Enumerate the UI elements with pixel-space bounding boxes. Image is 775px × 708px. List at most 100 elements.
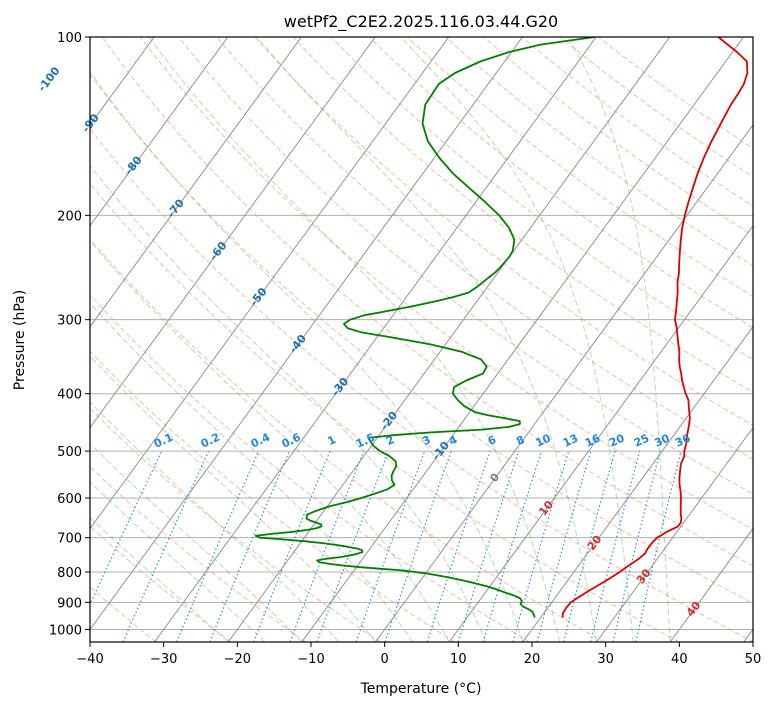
- dry-adiabat: [90, 294, 530, 642]
- mixing-ratio-label: 20: [607, 431, 627, 449]
- mixing-ratio-line: [635, 450, 682, 642]
- mixing-ratio-label: 13: [561, 432, 580, 450]
- isotherm-line: [90, 37, 450, 530]
- mixing-ratio-line: [289, 450, 365, 642]
- chart-title: wetPf2_C2E2.2025.116.03.44.G20: [284, 12, 558, 32]
- moist-adiabats: [90, 37, 671, 642]
- x-axis: −40 −30 −20 −10 0 10 20 30 40 50: [76, 642, 761, 667]
- isotherm-label: -60: [207, 239, 230, 263]
- mixing-ratio-line: [512, 450, 570, 642]
- x-tick-label: 20: [524, 652, 541, 667]
- x-tick-label: −20: [224, 652, 251, 667]
- moist-adiabat: [90, 70, 524, 642]
- dry-adiabat: [90, 407, 381, 642]
- x-tick-label: −40: [76, 652, 103, 667]
- y-tick-label: 600: [57, 492, 82, 507]
- mixing-ratio-line: [590, 450, 641, 642]
- moist-adiabat: [90, 481, 266, 642]
- isotherm-label: -30: [329, 375, 352, 399]
- y-tick-label: 300: [57, 314, 82, 329]
- mixing-ratio-label: 36: [673, 431, 693, 449]
- isotherm-line: [90, 37, 302, 328]
- moist-adiabat: [148, 37, 561, 642]
- isotherm-line: [0, 37, 7, 642]
- moist-adiabat: [90, 164, 487, 642]
- mixing-ratio-line: [536, 450, 592, 642]
- mixing-ratio-label: 30: [652, 431, 672, 449]
- x-tick-label: 10: [450, 652, 467, 667]
- isotherm-label: 0: [487, 470, 502, 484]
- mixing-ratio-label: 1: [326, 433, 338, 448]
- mixing-ratio-label: 6: [486, 433, 499, 448]
- moist-adiabat: [400, 37, 634, 642]
- isotherm-line: [448, 225, 753, 642]
- moist-adiabat: [90, 401, 340, 642]
- isotherm-label: -70: [164, 196, 187, 220]
- x-tick-label: 40: [671, 652, 688, 667]
- dry-adiabat: [216, 37, 753, 460]
- y-tick-label: 500: [57, 445, 82, 460]
- isotherm-label: -50: [247, 285, 270, 309]
- isotherm-label: 30: [634, 566, 654, 586]
- isotherm-label: -90: [79, 111, 102, 135]
- mixing-ratio-line: [384, 450, 452, 642]
- mixing-ratio-line: [457, 450, 520, 642]
- isotherm-label: -20: [378, 409, 401, 433]
- moist-adiabat: [567, 37, 671, 642]
- moist-adiabat: [256, 37, 597, 642]
- mixing-ratio-line: [209, 450, 290, 642]
- dry-adiabat: [597, 37, 753, 149]
- mixing-ratio-line: [90, 450, 163, 606]
- isotherm-line: [154, 37, 597, 642]
- isotherm-label: 10: [536, 498, 556, 518]
- dry-adiabat: [90, 466, 306, 642]
- mixing-ratio-line: [426, 450, 491, 642]
- dry-adiabat: [483, 37, 753, 237]
- x-tick-label: 50: [745, 652, 762, 667]
- mixing-ratio-label: 0.4: [249, 430, 272, 450]
- mixing-ratio-label: 3: [420, 433, 432, 448]
- dry-adiabat: [90, 238, 605, 642]
- y-axis-label: Pressure (hPa): [12, 290, 28, 390]
- temperature-profile: [561, 37, 749, 618]
- mixing-ratio-label: 16: [583, 431, 603, 449]
- dry-adiabat: [178, 37, 753, 495]
- x-axis-label: Temperature (°C): [360, 681, 482, 697]
- y-tick-label: 200: [57, 209, 82, 224]
- isotherm-label: -80: [122, 153, 145, 177]
- y-tick-label: 900: [57, 596, 82, 611]
- dry-adiabat: [90, 127, 753, 642]
- mixing-ratio-label: 1.5: [354, 431, 377, 451]
- plot-frame: [89, 36, 754, 643]
- moist-adiabat: [90, 443, 303, 642]
- x-tick-label: 30: [597, 652, 614, 667]
- dry-adiabat: [330, 37, 753, 361]
- y-tick-label: 800: [57, 566, 82, 581]
- x-tick-label: 0: [381, 652, 389, 667]
- mixing-ratio-line: [122, 450, 210, 642]
- dry-adiabat: [369, 37, 753, 329]
- isotherm-line: [90, 37, 229, 227]
- isotherm-label: -40: [287, 332, 310, 356]
- mixing-ratio-label: 0.1: [152, 431, 175, 451]
- mixing-ratio-line: [563, 450, 616, 642]
- mixing-ratio-label: 8: [514, 433, 526, 448]
- dry-adiabat: [559, 37, 753, 178]
- dry-adiabat: [254, 37, 753, 426]
- dry-adiabat: [90, 525, 232, 642]
- isotherm-line: [301, 37, 744, 642]
- mixing-ratio-line: [355, 450, 426, 642]
- mixing-ratio-label: 10: [534, 431, 554, 449]
- isobar-grid: [90, 37, 753, 630]
- dry-adiabat: [101, 37, 753, 567]
- sounding-profiles: [254, 37, 749, 618]
- dry-adiabat: [90, 73, 753, 604]
- isotherm-line: [375, 124, 753, 642]
- isotherm-line: [669, 527, 753, 642]
- isotherm-label: 20: [585, 532, 605, 552]
- mixing-ratio-label: 0.6: [280, 430, 303, 450]
- y-tick-label: 1000: [49, 623, 82, 638]
- dewpoint-profile: [254, 37, 595, 618]
- isotherm-line: [90, 37, 523, 631]
